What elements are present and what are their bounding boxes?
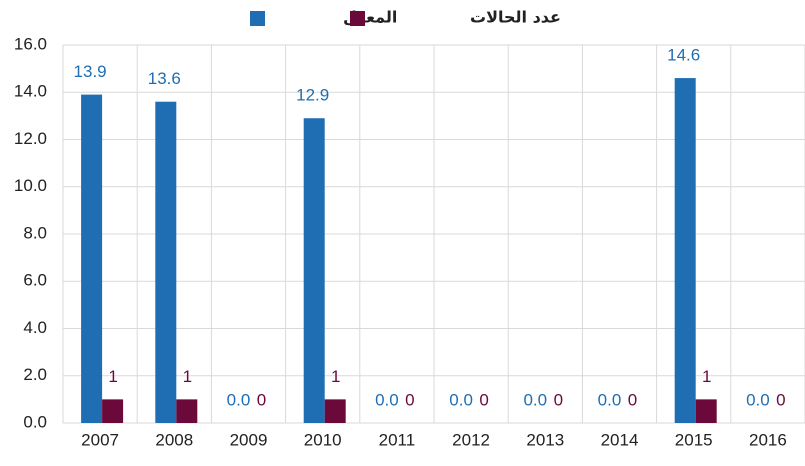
- value-label: 13.9: [74, 62, 107, 81]
- x-tick-label: 2010: [304, 430, 342, 449]
- value-label: 0: [776, 390, 785, 409]
- bar: [155, 101, 177, 423]
- x-tick-label: 2008: [155, 430, 193, 449]
- value-label: 0: [479, 390, 488, 409]
- value-label: 0: [405, 390, 414, 409]
- x-tick-label: 2012: [452, 430, 490, 449]
- x-tick-label: 2013: [526, 430, 564, 449]
- value-label: 1: [183, 367, 192, 386]
- y-tick-label: 14.0: [14, 82, 47, 101]
- value-label: 1: [702, 367, 711, 386]
- legend-swatch: [250, 11, 265, 26]
- x-tick-label: 2016: [749, 430, 787, 449]
- y-tick-label: 16.0: [14, 34, 47, 53]
- value-label: 0.0: [227, 390, 251, 409]
- bar: [695, 399, 717, 423]
- y-tick-label: 12.0: [14, 129, 47, 148]
- x-tick-label: 2015: [675, 430, 713, 449]
- bar: [324, 399, 346, 423]
- value-label: 0.0: [523, 390, 547, 409]
- y-tick-label: 4.0: [23, 318, 47, 337]
- value-label: 12.9: [296, 86, 329, 105]
- value-label: 0.0: [375, 390, 399, 409]
- value-label: 0.0: [598, 390, 622, 409]
- x-tick-label: 2011: [379, 430, 416, 449]
- bar: [102, 399, 124, 423]
- value-label: 0.0: [449, 390, 473, 409]
- y-tick-label: 0.0: [23, 412, 47, 431]
- y-tick-label: 10.0: [14, 176, 47, 195]
- bar: [303, 118, 325, 424]
- x-tick-label: 2014: [601, 430, 639, 449]
- bar: [81, 94, 103, 424]
- value-label: 1: [331, 367, 340, 386]
- y-tick-label: 2.0: [23, 365, 47, 384]
- value-label: 0.0: [746, 390, 770, 409]
- legend-label: عدد الحالات: [470, 8, 561, 27]
- y-tick-label: 6.0: [23, 271, 47, 290]
- legend: المعدل عدد الحالات: [250, 8, 561, 27]
- value-label: 14.6: [667, 46, 700, 65]
- value-label: 0: [628, 390, 637, 409]
- bar: [674, 78, 696, 423]
- value-label: 0: [554, 390, 563, 409]
- value-label: 13.6: [148, 69, 181, 88]
- value-label: 0: [257, 390, 266, 409]
- bar: [176, 399, 198, 423]
- legend-swatch: [350, 11, 365, 26]
- x-tick-label: 2007: [81, 430, 119, 449]
- y-tick-label: 8.0: [23, 223, 47, 242]
- value-label: 1: [108, 367, 117, 386]
- x-tick-label: 2009: [230, 430, 268, 449]
